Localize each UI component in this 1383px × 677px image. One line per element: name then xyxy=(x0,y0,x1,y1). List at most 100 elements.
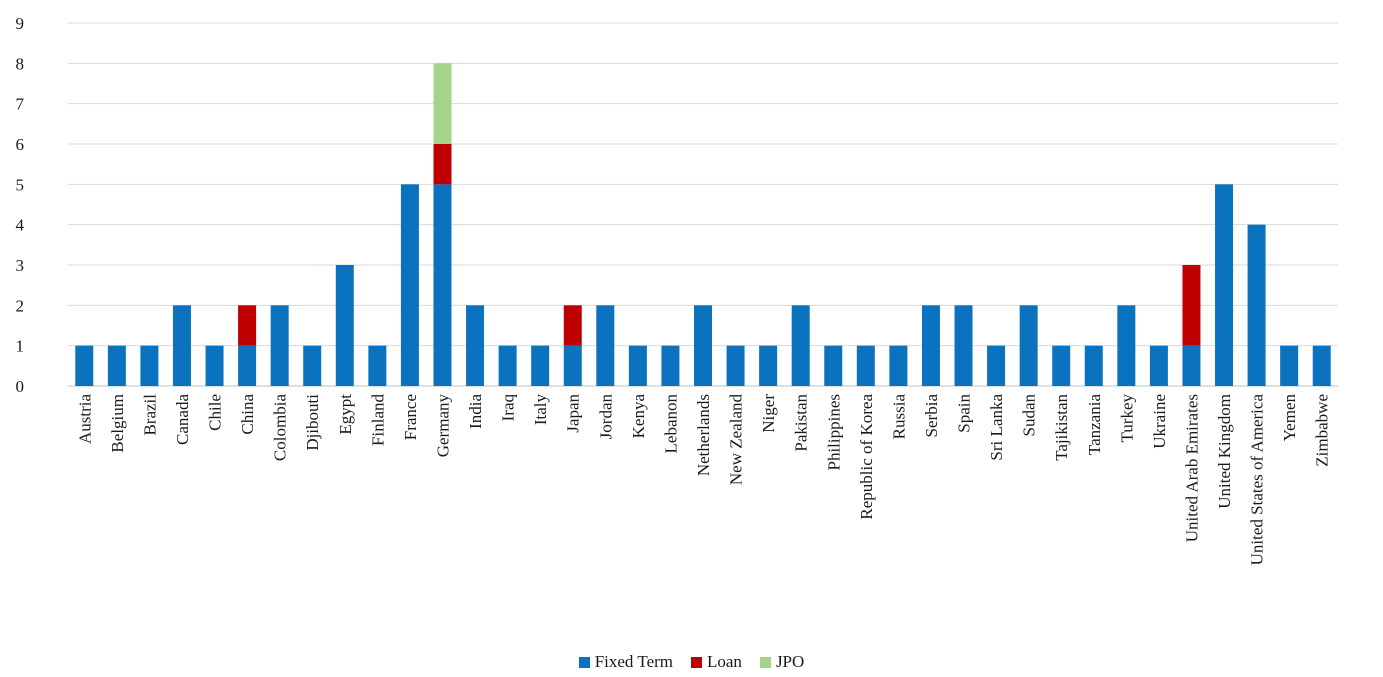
x-tick-label: Egypt xyxy=(336,394,355,435)
x-tick-label: United States of America xyxy=(1248,394,1267,566)
x-tick-label: Pakistan xyxy=(792,394,811,452)
x-tick-label: China xyxy=(238,394,257,435)
y-tick-label: 1 xyxy=(16,337,25,356)
bar-segment xyxy=(628,345,647,386)
x-tick-label: Russia xyxy=(889,394,908,440)
bar-segment xyxy=(531,345,550,386)
bar-segment xyxy=(172,305,191,386)
y-tick-label: 7 xyxy=(16,95,25,114)
bar-segment xyxy=(563,305,582,346)
bar-segment xyxy=(433,63,452,145)
y-tick-label: 0 xyxy=(16,377,25,396)
bar-segment xyxy=(1280,345,1299,386)
bar-segment xyxy=(238,345,257,386)
x-tick-label: United Arab Emirates xyxy=(1182,394,1201,542)
x-tick-label: Zimbabwe xyxy=(1313,394,1332,467)
x-tick-label: Canada xyxy=(173,394,192,445)
x-tick-label: Iraq xyxy=(499,394,518,422)
x-tick-label: Finland xyxy=(368,394,387,446)
x-tick-label: Kenya xyxy=(629,394,648,439)
x-tick-label: Austria xyxy=(75,394,94,445)
legend-item: JPO xyxy=(759,652,805,672)
bar-segment xyxy=(107,345,126,386)
x-tick-label: Italy xyxy=(531,394,550,426)
bar-segment xyxy=(140,345,159,386)
bar-segment xyxy=(303,345,322,386)
x-tick-label: Ukraine xyxy=(1150,394,1169,449)
x-tick-label: India xyxy=(466,394,485,429)
x-tick-label: Brazil xyxy=(140,394,159,436)
bar-segment xyxy=(759,345,778,386)
bar-segment xyxy=(1247,224,1266,386)
bar-segment xyxy=(596,305,615,386)
bar-segment xyxy=(433,144,452,185)
legend-label: Loan xyxy=(707,652,742,671)
bar-segment xyxy=(498,345,517,386)
y-tick-label: 8 xyxy=(16,54,25,73)
bar-segment xyxy=(921,305,940,386)
bar-segment xyxy=(368,345,387,386)
x-tick-label: Netherlands xyxy=(694,394,713,476)
y-tick-label: 4 xyxy=(16,216,25,235)
y-tick-label: 2 xyxy=(16,296,25,315)
bar-segment xyxy=(824,345,843,386)
x-tick-label: Sri Lanka xyxy=(987,394,1006,461)
x-tick-label: Lebanon xyxy=(661,394,680,454)
legend-swatch xyxy=(691,656,702,668)
legend-item: Fixed Term xyxy=(578,652,673,672)
bar-segment xyxy=(1117,305,1136,386)
y-tick-label: 6 xyxy=(16,135,25,154)
bar-segment xyxy=(791,305,810,386)
x-tick-label: Sudan xyxy=(1020,394,1039,437)
x-tick-label: United Kingdom xyxy=(1215,394,1234,509)
bar-segment xyxy=(400,184,419,386)
bar-segment xyxy=(1084,345,1103,386)
bar-segment xyxy=(1215,184,1234,386)
bar-segment xyxy=(1182,265,1201,346)
bar-segment xyxy=(466,305,485,386)
bar-segment xyxy=(563,345,582,386)
bar-segment xyxy=(694,305,712,386)
x-tick-label: Jordan xyxy=(596,394,615,440)
legend-label: Fixed Term xyxy=(594,652,673,671)
x-tick-label: Colombia xyxy=(271,394,290,462)
x-tick-label: Spain xyxy=(955,394,974,433)
bar-segment xyxy=(1052,345,1071,386)
stacked-bar-chart: 0 1 2 3 4 5 6 7 8 9 Austria Belgium Brazil Canada Chil… xyxy=(16,14,1338,566)
bar-segment xyxy=(270,305,289,386)
x-tick-label: New Zealand xyxy=(727,394,746,486)
x-tick-label: Germany xyxy=(433,394,452,458)
bar-segment xyxy=(335,265,354,386)
bar-segment xyxy=(987,345,1006,386)
bar-segment xyxy=(205,345,224,386)
x-tick-label: Yemen xyxy=(1280,394,1299,442)
legend-label: JPO xyxy=(775,652,805,671)
x-tick-label: Niger xyxy=(759,394,778,433)
bar-segment xyxy=(661,345,680,386)
y-tick-label: 9 xyxy=(16,14,25,33)
bar-segment xyxy=(1019,305,1038,386)
bar-segment xyxy=(433,184,452,386)
bar-segment xyxy=(238,305,257,346)
x-tick-label: Belgium xyxy=(108,394,127,453)
x-tick-label: Serbia xyxy=(922,394,941,438)
bar-segment xyxy=(856,345,875,386)
x-tick-label: Philippines xyxy=(824,394,843,471)
x-tick-label: Chile xyxy=(206,394,225,431)
x-tick-label: France xyxy=(401,394,420,440)
x-tick-label: Tanzania xyxy=(1085,394,1104,456)
x-tick-label: Republic of Korea xyxy=(857,394,876,520)
bar-segment xyxy=(726,345,745,386)
bar-segment xyxy=(1182,345,1201,386)
bar-segment xyxy=(1149,345,1168,386)
y-tick-label: 3 xyxy=(16,256,25,275)
bar-segment xyxy=(1312,345,1331,386)
bar-segment xyxy=(954,305,973,386)
legend-swatch xyxy=(578,656,590,668)
bar-segment xyxy=(889,345,908,386)
legend-swatch xyxy=(759,656,771,668)
y-tick-label: 5 xyxy=(16,175,25,194)
x-tick-label: Tajikistan xyxy=(1052,394,1071,461)
legend-item: Loan xyxy=(691,652,742,672)
